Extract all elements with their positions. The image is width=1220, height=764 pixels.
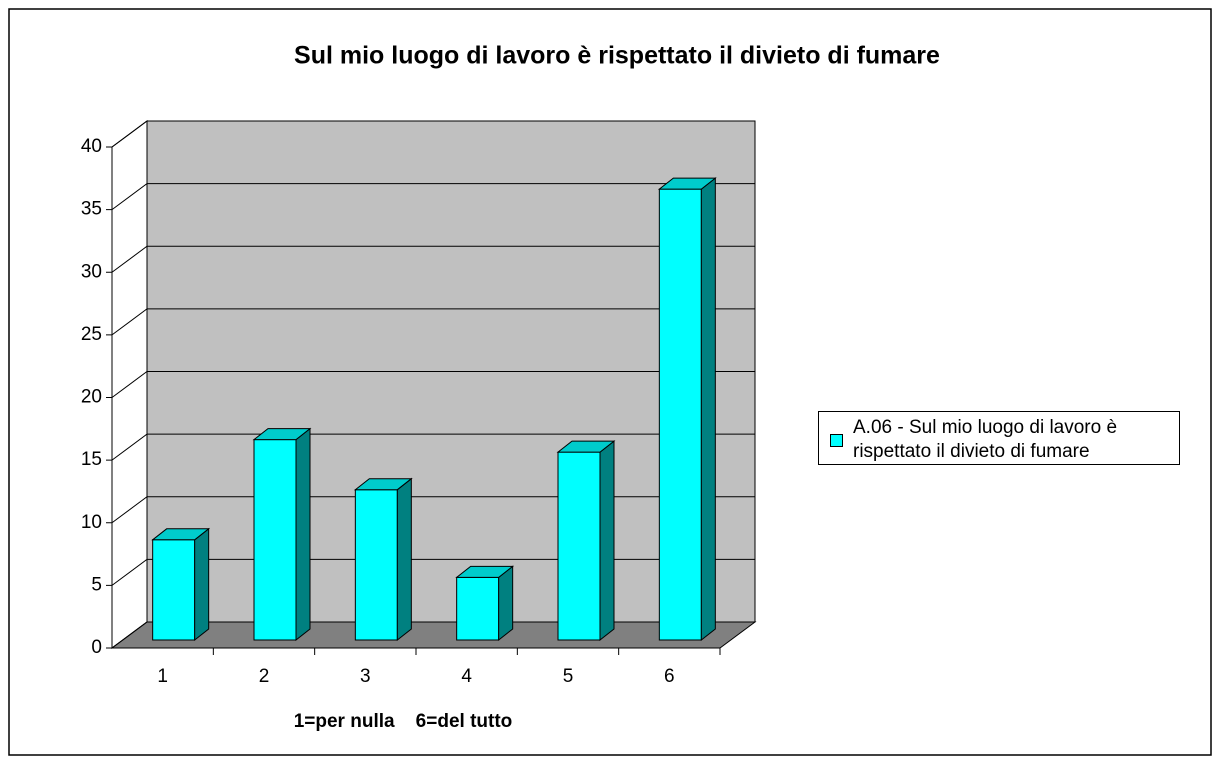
bar (353, 477, 413, 642)
grid-line (111, 183, 755, 211)
bar-front (354, 489, 398, 641)
bar-front (456, 576, 500, 641)
grid-line (111, 308, 755, 336)
x-tick-label: 6 (664, 666, 675, 687)
bar (151, 527, 211, 642)
bar (455, 565, 515, 642)
y-tick-label: 0 (91, 637, 102, 658)
bar-top (353, 478, 413, 491)
chart-title: Sul mio luogo di lavoro è rispettato il … (294, 42, 940, 70)
grid-line (111, 245, 755, 273)
bar-top (455, 565, 515, 578)
grid-line (111, 558, 755, 586)
grid-line (111, 621, 755, 649)
grid-line (111, 496, 755, 524)
y-tick-label: 40 (81, 136, 102, 157)
bar-side (700, 177, 716, 642)
y-tick-label: 25 (81, 324, 102, 345)
bar (556, 440, 616, 642)
x-tick-label: 5 (563, 666, 574, 687)
bar-side (295, 427, 311, 642)
bar-front (557, 451, 601, 641)
y-tick-label: 10 (81, 512, 102, 533)
bar-front (658, 188, 702, 641)
bar-front (152, 539, 196, 641)
bar-side (498, 565, 514, 642)
x-tick-label: 3 (360, 666, 371, 687)
bar-side (599, 440, 615, 642)
bar (657, 177, 717, 642)
bar-side (194, 527, 210, 642)
bar-top (252, 428, 312, 441)
y-tick-label: 35 (81, 199, 102, 220)
bar-top (657, 177, 717, 190)
x-tick-label: 2 (259, 666, 270, 687)
legend: A.06 - Sul mio luogo di lavoro è rispett… (818, 411, 1180, 465)
bar-side (396, 477, 412, 642)
bar-top (151, 528, 211, 541)
y-tick-label: 5 (91, 574, 102, 595)
legend-swatch (830, 434, 843, 447)
x-tick-label: 4 (461, 666, 472, 687)
y-tick-label: 15 (81, 449, 102, 470)
legend-label: A.06 - Sul mio luogo di lavoro è rispett… (853, 417, 1118, 462)
grid-line (111, 120, 755, 148)
bar-front (253, 439, 297, 641)
bar-top (556, 440, 616, 453)
bar (252, 427, 312, 642)
x-axis-label: 1=per nulla 6=del tutto (294, 711, 513, 732)
y-tick-label: 30 (81, 261, 102, 282)
grid-line (111, 433, 755, 461)
y-tick-label: 20 (81, 387, 102, 408)
x-tick-label: 1 (157, 666, 168, 687)
grid-line (111, 371, 755, 398)
